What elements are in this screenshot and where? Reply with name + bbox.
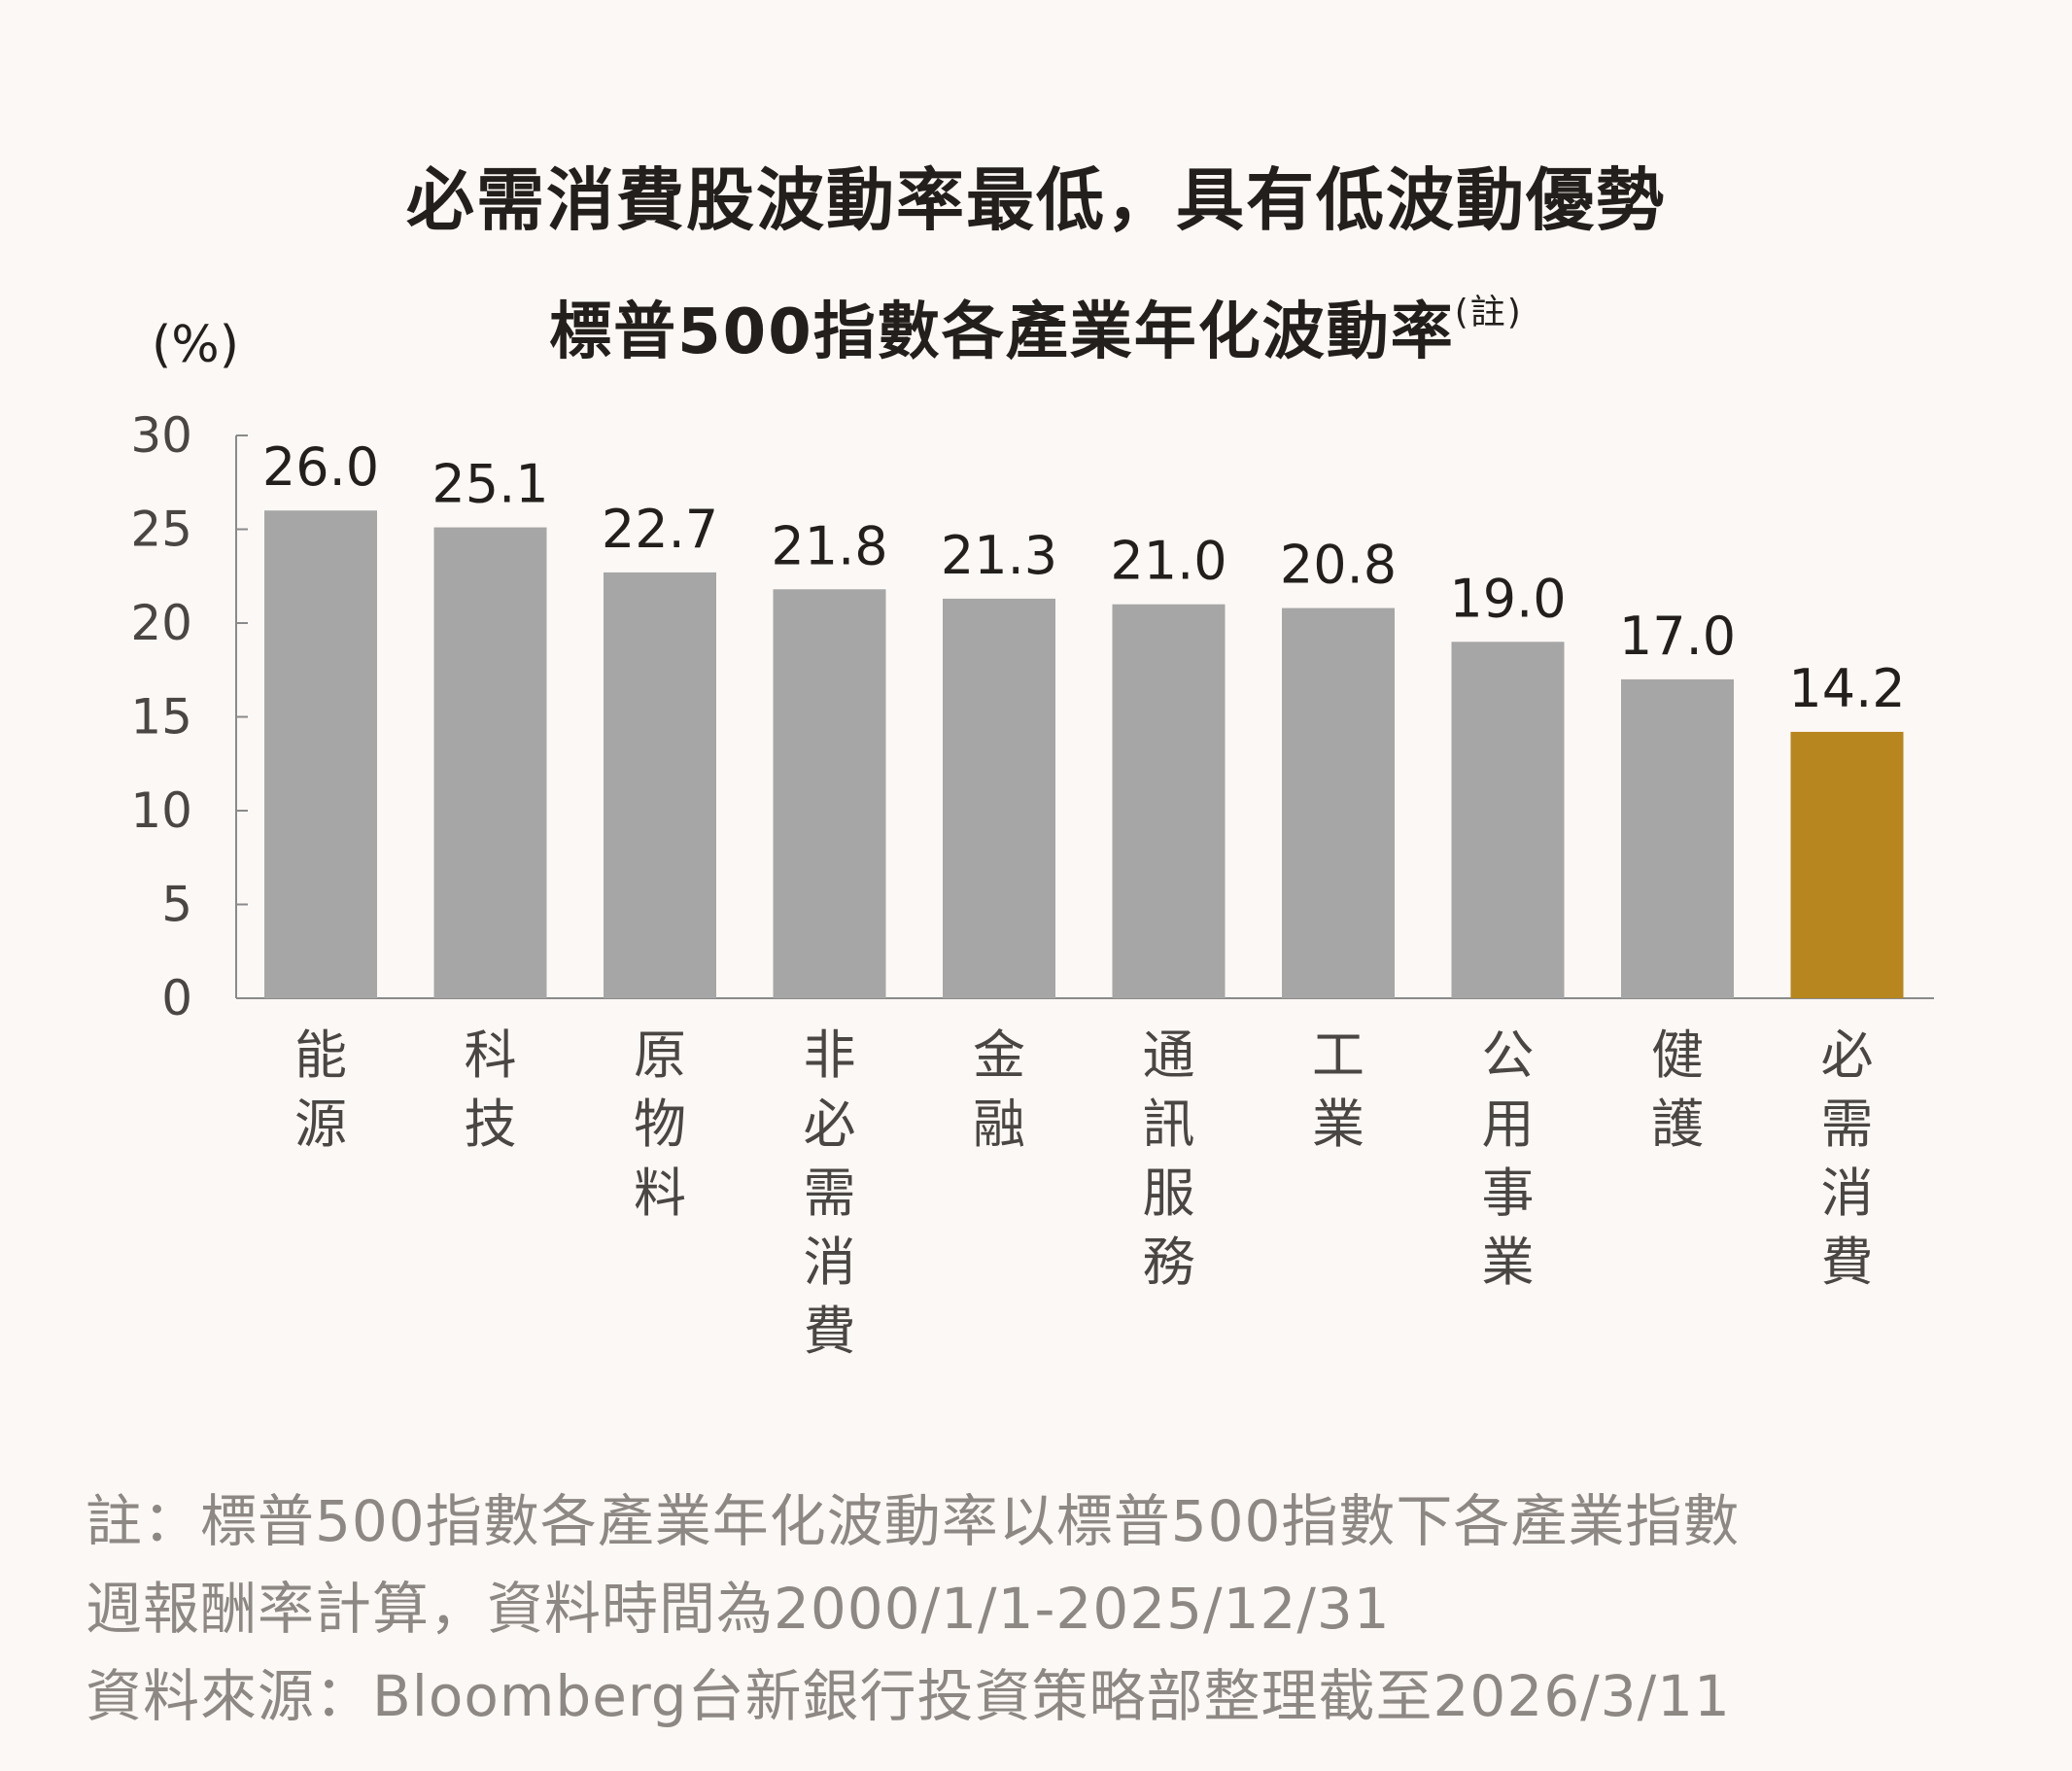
bar (943, 598, 1055, 998)
x-tick-label: 非必需消費 (804, 1024, 856, 1362)
bar (1282, 608, 1395, 998)
bar (433, 527, 547, 998)
y-tick-label: 5 (161, 877, 192, 933)
data-label: 25.1 (432, 454, 548, 515)
bar (773, 589, 886, 998)
x-tick-label: 科技 (465, 1024, 517, 1155)
y-tick-label: 30 (130, 407, 192, 464)
data-label: 21.0 (1110, 531, 1226, 592)
y-axis-unit-label: (%) (152, 316, 239, 374)
bar-chart: (%) 0 5 10 15 20 25 30 26.0 能源 25.1 科技 22.7 原物料 21.8 非必… (130, 316, 1934, 1362)
bar (264, 510, 377, 998)
bar (1790, 731, 1904, 998)
data-label: 21.8 (771, 515, 887, 576)
data-label: 26.0 (262, 436, 379, 498)
footnote-line-1: 註：標普500指數各產業年化波動率以標普500指數下各產業指數 (86, 1488, 1741, 1554)
x-tick-label: 公用事業 (1482, 1024, 1535, 1293)
x-tick-label: 必需消費 (1821, 1024, 1874, 1293)
chart-subtitle: 標普500指數各產業年化波動率(註) (0, 282, 2072, 371)
x-tick-label: 金融 (973, 1024, 1025, 1155)
data-label: 22.7 (602, 499, 718, 560)
footnote-line-3: 資料來源：Bloomberg台新銀行投資策略部整理截至2026/3/11 (86, 1663, 1731, 1729)
x-tick-label: 原物料 (634, 1024, 686, 1224)
data-label: 17.0 (1619, 606, 1736, 667)
y-tick-label: 15 (130, 689, 192, 746)
y-tick-label: 10 (130, 782, 192, 839)
y-tick-label: 20 (130, 595, 192, 651)
chart-title: 必需消費股波動率最低，具有低波動優勢 (406, 160, 1666, 240)
x-tick-label: 健護 (1651, 1024, 1704, 1155)
x-tick-label: 能源 (294, 1024, 347, 1155)
subtitle-note-mark: (註) (1454, 293, 1523, 332)
footnote-line-2: 週報酬率計算，資料時間為2000/1/1-2025/12/31 (86, 1576, 1391, 1642)
bar (1112, 604, 1226, 998)
x-tick-label: 工業 (1312, 1024, 1364, 1155)
data-label: 21.3 (941, 525, 1057, 586)
data-label: 20.8 (1280, 535, 1397, 596)
bar (1451, 642, 1565, 998)
bar (1621, 678, 1734, 998)
y-tick-label: 0 (161, 970, 192, 1026)
chart-subtitle-text: 標普500指數各產業年化波動率 (549, 296, 1455, 368)
bar (604, 572, 716, 998)
data-label: 19.0 (1449, 568, 1566, 629)
x-tick-label: 通訊服務 (1143, 1024, 1195, 1293)
y-tick-label: 25 (130, 502, 192, 558)
data-label: 14.2 (1788, 658, 1905, 719)
